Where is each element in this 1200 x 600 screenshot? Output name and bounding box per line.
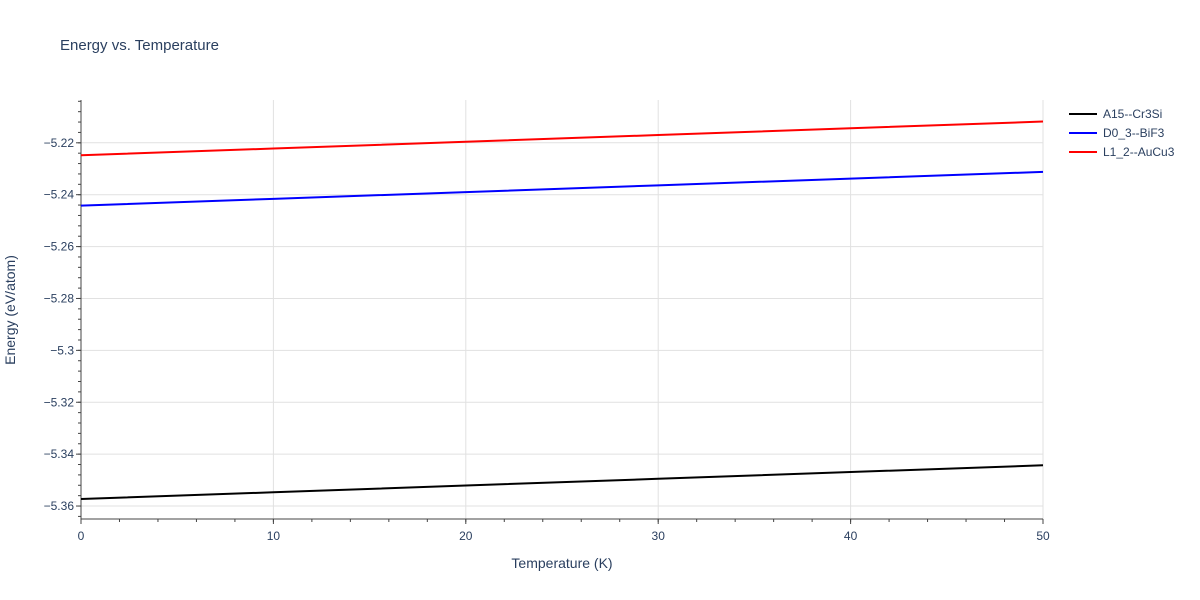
- x-tick-label: 0: [78, 529, 85, 543]
- x-tick-label: 10: [267, 529, 281, 543]
- x-tick-label: 20: [459, 529, 473, 543]
- series-line-3: [80, 120, 1044, 157]
- y-tick-label: −5.32: [44, 395, 75, 409]
- x-tick-label: 50: [1036, 529, 1050, 543]
- legend-label: A15--Cr3Si: [1103, 107, 1162, 121]
- series-line-2: [80, 170, 1044, 207]
- y-tick-label: −5.36: [44, 499, 75, 513]
- y-tick-label: −5.22: [44, 136, 75, 150]
- y-axis-title: Energy (eV/atom): [2, 255, 18, 365]
- legend-label: D0_3--BiF3: [1103, 126, 1165, 140]
- y-tick-label: −5.3: [50, 343, 74, 357]
- axes: 0 10 20 30 40 50 −5.36 −5.34 −5.32 −5.3 −5.28 −5.26…: [44, 100, 1050, 543]
- legend-label: L1_2--AuCu3: [1103, 145, 1175, 159]
- legend: A15--Cr3Si D0_3--BiF3 L1_2--AuCu3: [1069, 107, 1175, 159]
- x-axis-title: Temperature (K): [511, 555, 612, 571]
- series-line-1: [80, 464, 1044, 501]
- x-tick-label: 30: [652, 529, 666, 543]
- y-tick-label: −5.24: [44, 188, 75, 202]
- y-tick-label: −5.28: [44, 291, 75, 305]
- y-tick-label: −5.26: [44, 240, 75, 254]
- y-tick-label: −5.34: [44, 447, 75, 461]
- chart-title: Energy vs. Temperature: [60, 37, 219, 54]
- grid: [81, 100, 1044, 519]
- x-tick-label: 40: [844, 529, 858, 543]
- plot-area: [80, 120, 1044, 501]
